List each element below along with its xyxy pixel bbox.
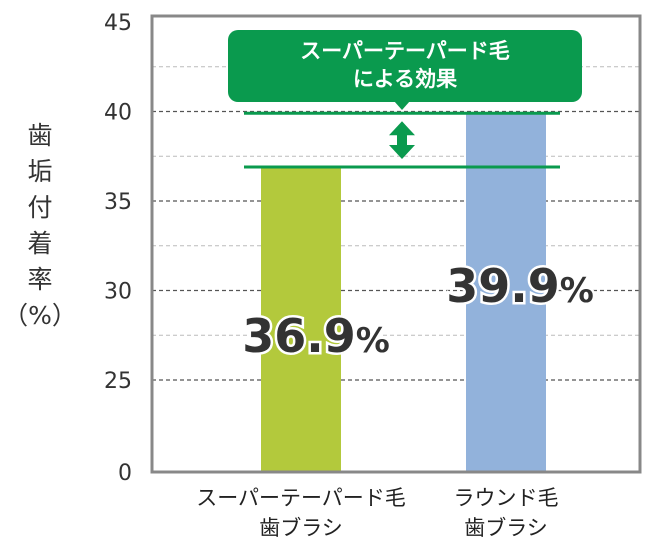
y-tick-label: 40 <box>104 101 132 126</box>
data-label: 36.9% <box>242 309 390 363</box>
y-axis-label-char: 着 <box>27 229 53 258</box>
callout-text: スーパーテーパード毛 <box>300 39 510 63</box>
y-axis-label-char: （%） <box>3 301 77 330</box>
y-tick-label: 25 <box>104 369 132 394</box>
y-axis-label: 歯垢付着率 （%） <box>3 118 77 334</box>
arrow-head-up <box>389 121 415 136</box>
data-label-unit: % <box>356 321 390 361</box>
data-label-value: 36.9 <box>242 309 356 363</box>
y-axis-label-char: 垢 <box>27 157 53 186</box>
y-tick-label: 0 <box>118 461 132 486</box>
bar-1 <box>261 166 341 473</box>
callout-text: による効果 <box>353 67 457 91</box>
x-category-label: 歯ブラシ <box>259 516 343 540</box>
y-tick-label: 35 <box>104 190 132 215</box>
data-label-value: 39.9 <box>446 259 560 313</box>
arrow-head-down <box>389 144 415 159</box>
callout-box <box>228 30 582 102</box>
data-label-unit: % <box>560 271 594 311</box>
y-axis-label-char: 歯 <box>27 121 53 150</box>
x-category-label: スーパーテーパード毛 <box>196 486 406 510</box>
y-axis-label-char: 率 <box>27 265 53 294</box>
callout-pointer <box>394 101 410 110</box>
data-label: 39.9% <box>446 259 594 313</box>
y-tick-label: 45 <box>104 11 132 36</box>
plot-frame <box>150 14 642 474</box>
x-category-label: 歯ブラシ <box>464 516 548 540</box>
x-category-label: ラウンド毛 <box>454 486 559 510</box>
y-tick-label: 30 <box>104 280 132 305</box>
bar-2 <box>466 113 546 472</box>
y-axis-label-char: 付 <box>27 193 53 222</box>
arrow-shaft <box>397 132 407 148</box>
